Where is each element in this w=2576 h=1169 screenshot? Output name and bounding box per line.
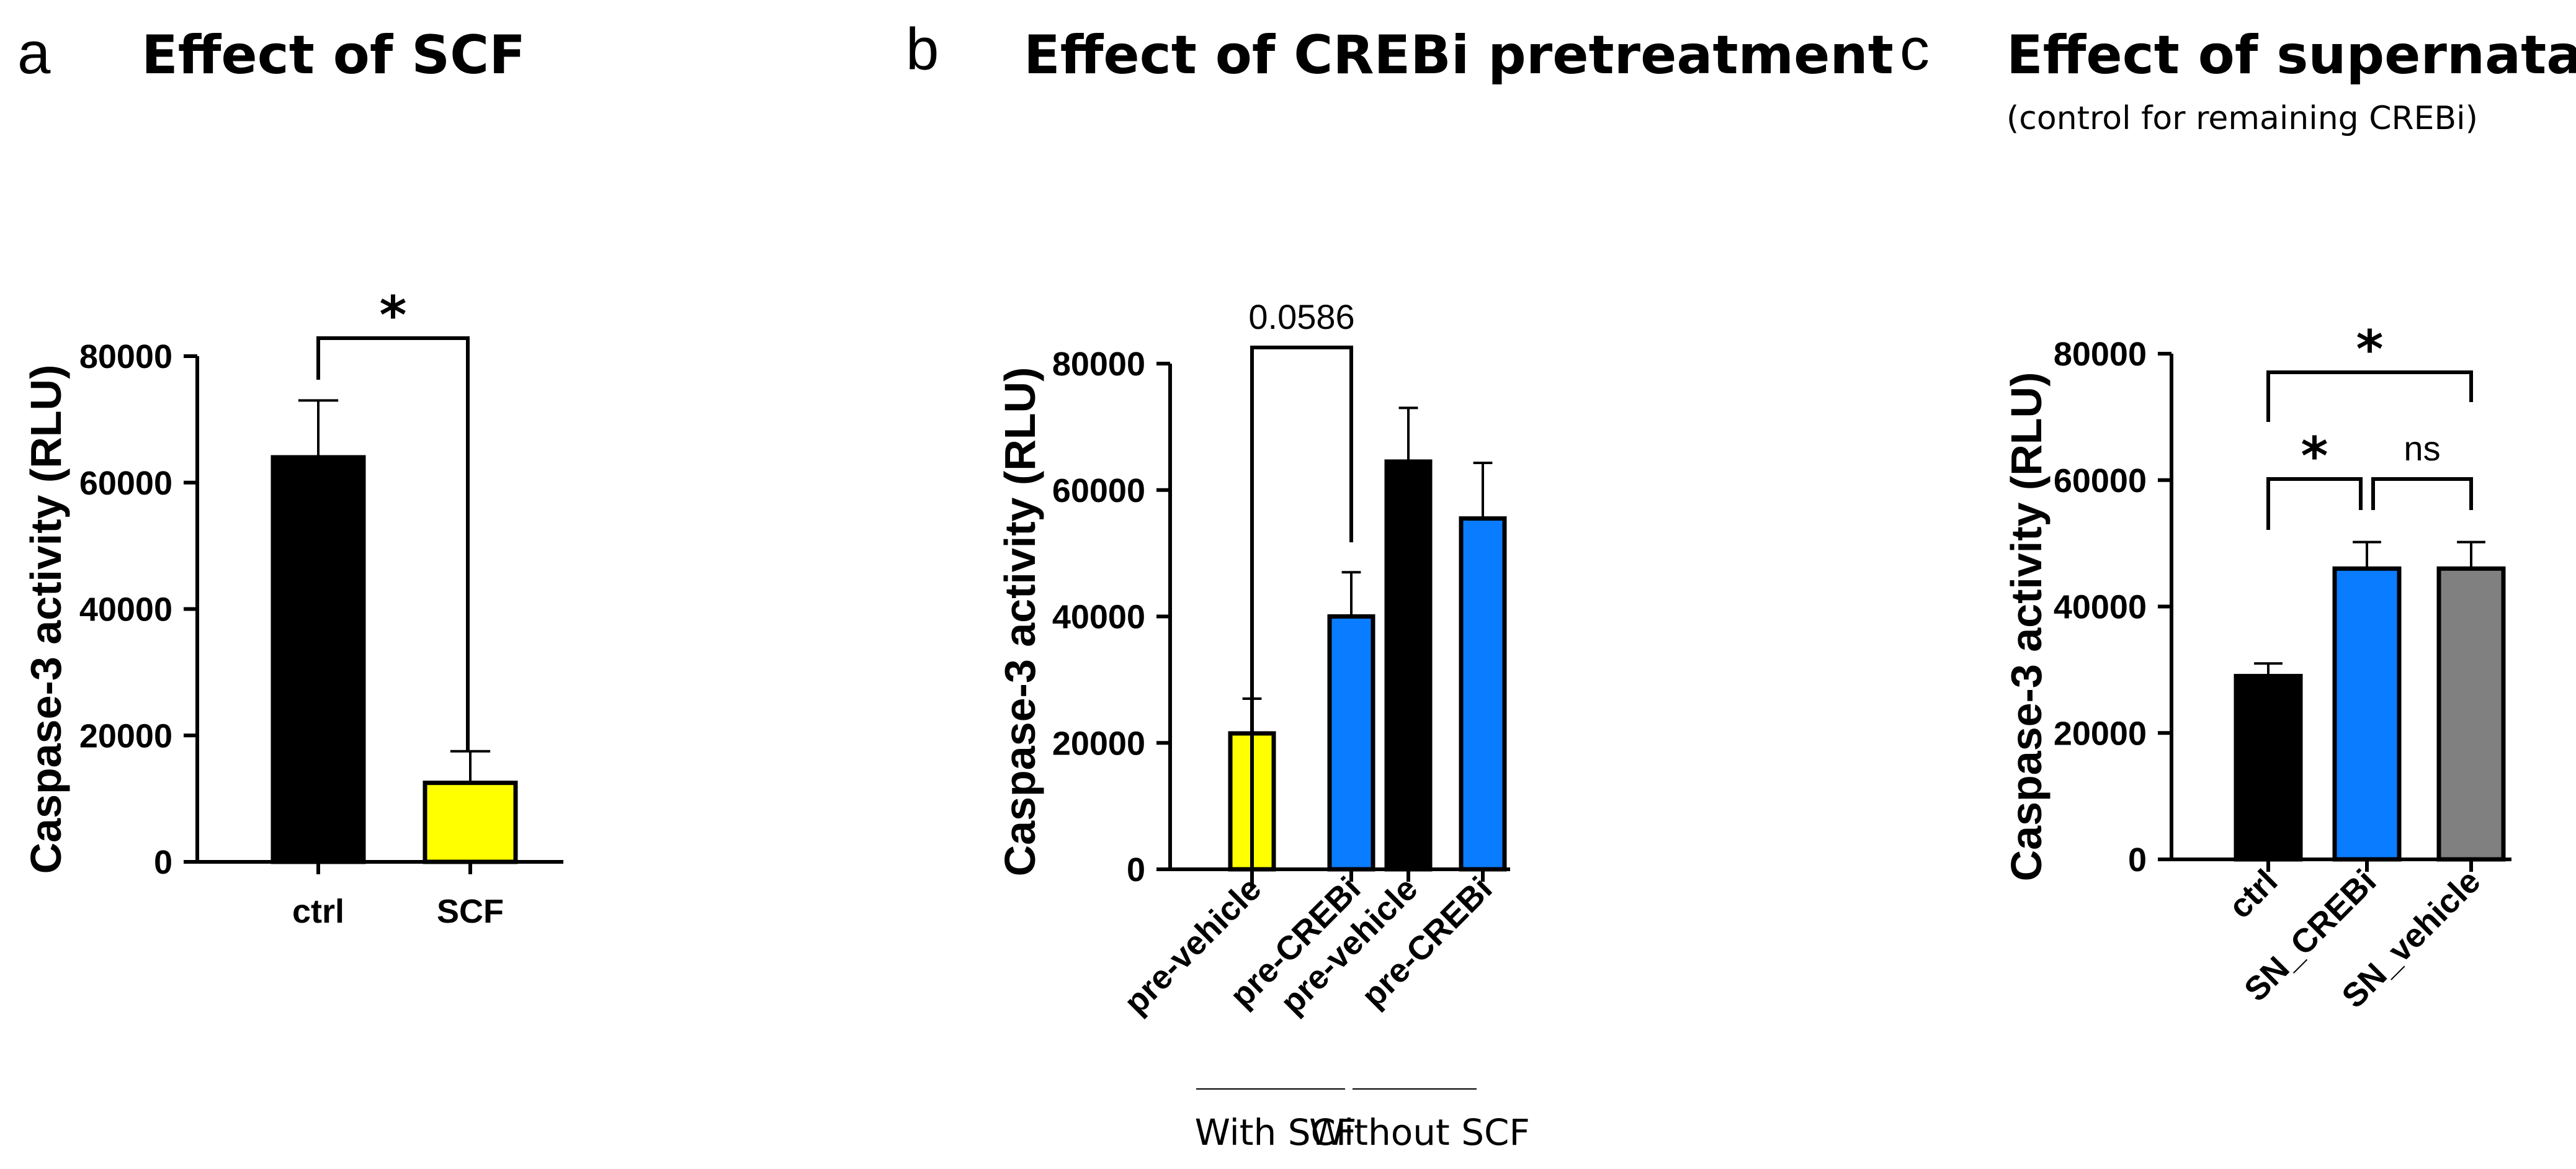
panel-a-category-label: ctrl xyxy=(292,893,344,930)
panel-a-category-label: SCF xyxy=(437,893,504,930)
panel-a-letter: a xyxy=(17,20,51,86)
panel-a-bar-1 xyxy=(423,781,518,864)
panel-a-y-tick-label: 60000 xyxy=(79,465,172,502)
panel-c-y-tick-label: 0 xyxy=(2128,841,2147,879)
panel-a-plot: 0 20000 40000 60000 80000 ctrl SCF * xyxy=(79,285,563,930)
panel-c-y-tick-label: 40000 xyxy=(2054,589,2147,626)
panel-b-significance-label: 0.0586 xyxy=(1248,297,1354,336)
panel-c-category-label: ctrl xyxy=(2222,862,2285,926)
panel-c-bar-1 xyxy=(2332,566,2402,862)
panel-b-bar-3 xyxy=(1459,516,1507,872)
panel-c-significance-bracket xyxy=(2266,477,2363,530)
panel-c-y-tick-label: 80000 xyxy=(2054,336,2147,373)
panel-a-effect-of-scf: a Effect of SCF Caspase-3 activity (RLU)… xyxy=(17,20,563,930)
panel-b-y-tick-label: 0 xyxy=(1127,851,1145,889)
panel-b-y-tick-label: 80000 xyxy=(1052,346,1145,383)
panel-b-bar-1 xyxy=(1327,614,1375,872)
panel-c-significance-label: ns xyxy=(2404,429,2440,468)
panel-a-y-tick-label: 0 xyxy=(154,844,172,881)
panel-c-bar-0 xyxy=(2234,674,2303,862)
panel-c-plot: 020000400006000080000ctrlSN_CREBiSN_vehi… xyxy=(2054,319,2511,1015)
panel-a-y-tick-label: 40000 xyxy=(79,591,172,629)
panel-c-significance-bracket xyxy=(2266,370,2473,422)
panel-a-y-axis-label: Caspase-3 activity (RLU) xyxy=(22,365,70,874)
panel-b-group-label: With SCF xyxy=(1195,1111,1357,1153)
panel-a-title: Effect of SCF xyxy=(141,24,525,86)
panel-c-title: Effect of supernatant xyxy=(2006,24,2576,86)
panel-b-significance-bracket xyxy=(1250,346,1353,889)
panel-b-plot: 020000400006000080000pre-vehiclepre-CREB… xyxy=(1052,297,1530,1153)
panel-c-letter: c xyxy=(1900,16,1930,83)
panel-a-bar-0 xyxy=(271,455,366,864)
panel-c-y-tick-label: 20000 xyxy=(2054,715,2147,752)
panel-c-effect-of-supernatant: c Effect of supernatant (control for rem… xyxy=(1900,16,2576,1015)
panel-c-significance-bracket xyxy=(2371,477,2473,510)
panel-c-subtitle: (control for remaining CREBi) xyxy=(2006,100,2478,137)
panel-b-title: Effect of CREBi pretreatment xyxy=(1024,24,1894,86)
panel-c-y-tick-label: 60000 xyxy=(2054,462,2147,499)
panel-b-y-tick-label: 60000 xyxy=(1052,472,1145,509)
panel-a-y-tick-label: 20000 xyxy=(79,717,172,755)
panel-a-y-tick-label: 80000 xyxy=(79,338,172,375)
panel-a-significance-label: * xyxy=(380,285,407,346)
panel-c-significance-label: * xyxy=(2301,426,2328,486)
panel-a-significance-bracket xyxy=(316,336,470,751)
panel-b-y-tick-label: 20000 xyxy=(1052,725,1145,762)
panel-c-significance-label: * xyxy=(2356,319,2384,380)
panel-b-letter: b xyxy=(906,16,939,83)
panel-b-bar-2 xyxy=(1384,459,1433,872)
panel-c-bar-2 xyxy=(2436,566,2506,862)
panel-c-y-axis-label: Caspase-3 activity (RLU) xyxy=(2002,372,2051,882)
panel-b-effect-of-crebi-pretreatment: b Effect of CREBi pretreatment Caspase-3… xyxy=(906,16,1894,1153)
panel-b-group-label: Without SCF xyxy=(1309,1111,1530,1153)
panel-b-y-tick-label: 40000 xyxy=(1052,599,1145,636)
panel-b-y-axis-label: Caspase-3 activity (RLU) xyxy=(996,367,1044,877)
